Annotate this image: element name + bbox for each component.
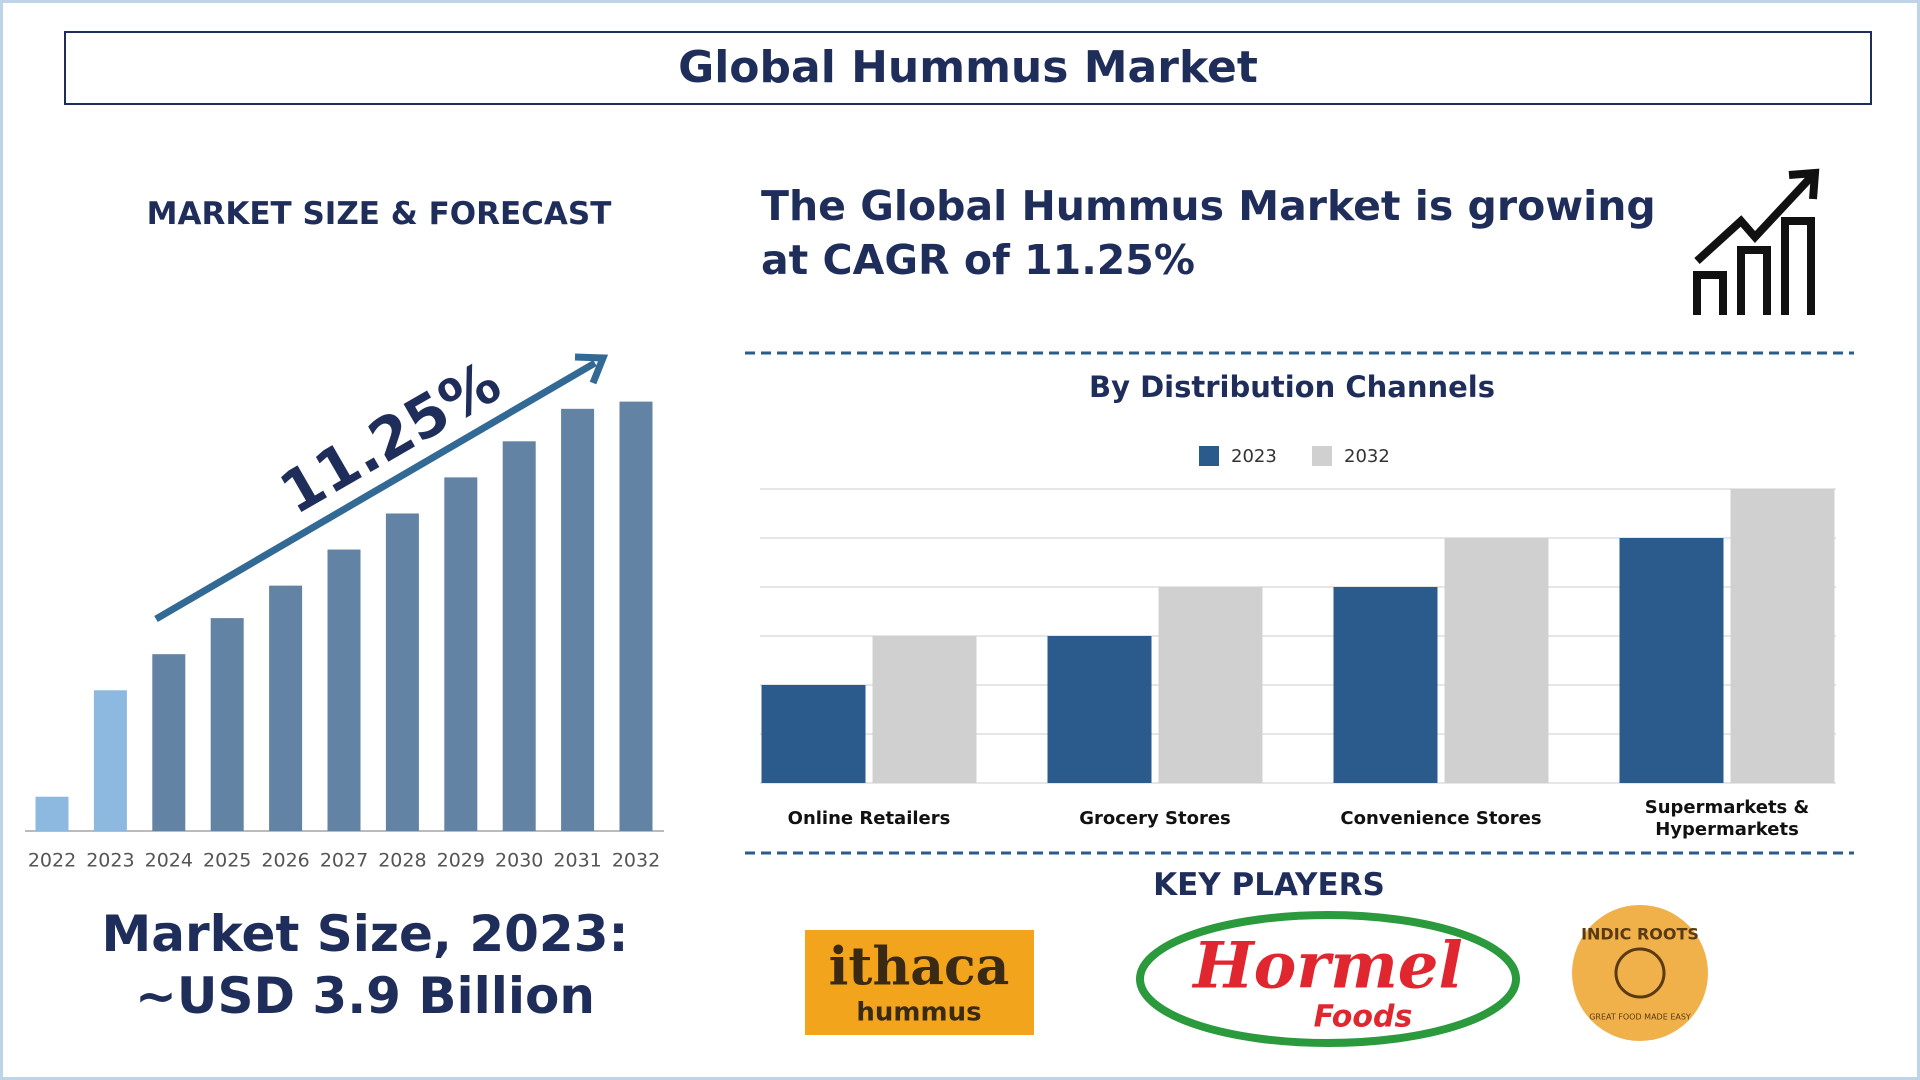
x-tick-label: 2031 [553,850,601,872]
canvas: ithaca hummus Hormel Foods INDIC ROOTS G… [25,31,1872,1047]
bar [210,618,244,831]
bar [1730,489,1835,783]
chart-title: By Distribution Channels [1089,370,1495,404]
x-tick-label: Convenience Stores [1340,808,1542,829]
x-tick-label: 2025 [203,850,251,872]
bar [1158,587,1263,783]
bar [444,477,478,831]
bar [385,513,419,831]
cagr-statement: The Global Hummus Market is growing at C… [761,182,1656,284]
legend-label: 2032 [1344,446,1390,467]
ithaca-tagline: hummus [856,998,981,1028]
bar [872,636,977,783]
bar [269,585,303,831]
bar [561,408,595,831]
hormel-logo: Hormel [1191,929,1463,1004]
x-tick-label: 2023 [86,850,134,872]
legend-swatch [1312,446,1332,466]
bar [327,549,361,831]
x-tick-label: Online Retailers [787,808,951,829]
x-tick-label: Grocery Stores [1079,808,1231,829]
x-tick-label: 2027 [320,850,368,872]
bar [152,654,186,831]
bar [761,685,866,783]
x-tick-label: 2029 [437,850,485,872]
legend-label: 2023 [1231,446,1277,467]
bar [502,441,536,831]
growth-icon [1693,168,1820,315]
x-tick-label: 2030 [495,850,543,872]
x-tick-label: 2026 [261,850,309,872]
bar [1619,538,1724,783]
bar [35,796,69,831]
x-tick-label: 2024 [145,850,193,872]
legend-swatch [1199,446,1219,466]
section-heading: MARKET SIZE & FORECAST [146,196,612,232]
bar [1444,538,1549,783]
indic-emblem [1614,947,1666,999]
ithaca-logo: ithaca [829,937,1010,998]
bar [1047,636,1152,783]
ithaca-logo-bg [805,930,1034,1035]
market-size-summary: Market Size, 2023: ~USD 3.9 Billion [101,905,629,1025]
title-box [64,31,1872,105]
indic-logo: INDIC ROOTS [1581,925,1699,944]
hormel-tagline: Foods [1314,1000,1413,1035]
indic-logo-bg [1572,905,1708,1041]
x-tick-label: 2032 [612,850,660,872]
growth-arrow [154,359,597,623]
page-title: Global Hummus Market [678,42,1258,93]
section-heading: KEY PLAYERS [1153,867,1385,903]
x-tick-label: Supermarkets & Hypermarkets [1644,797,1810,840]
hormel-logo-bg [1136,911,1520,1047]
indic-tagline: GREAT FOOD MADE EASY [1589,1013,1691,1022]
growth-arrow-head [574,353,609,385]
x-tick-label: 2022 [28,850,76,872]
bar [1333,587,1438,783]
bar [619,401,653,831]
bar [93,690,127,831]
x-tick-label: 2028 [378,850,426,872]
